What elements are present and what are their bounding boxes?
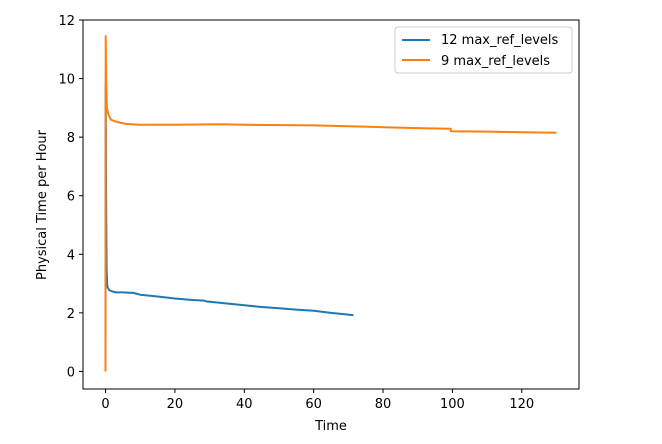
y-tick-label: 10 xyxy=(58,73,75,88)
legend-label-9-max-ref-levels: 9 max_ref_levels xyxy=(441,54,550,69)
x-tick-label: 80 xyxy=(375,397,392,412)
y-tick-label: 8 xyxy=(67,131,75,146)
y-tick-label: 6 xyxy=(67,190,75,205)
x-axis-ticks: 0 20 40 60 80 100 120 xyxy=(101,389,534,412)
series-line-1 xyxy=(104,35,557,372)
x-tick-label: 40 xyxy=(236,397,253,412)
x-tick-label: 20 xyxy=(167,397,184,412)
y-tick-label: 4 xyxy=(67,248,75,263)
legend: 12 max_ref_levels 9 max_ref_levels xyxy=(394,26,573,74)
x-tick-label: 120 xyxy=(509,397,534,412)
series-layer xyxy=(104,35,557,372)
x-tick-label: 100 xyxy=(440,397,465,412)
plot-frame xyxy=(82,19,580,390)
y-axis-ticks: 0 2 4 6 8 10 12 xyxy=(58,14,83,380)
y-tick-label: 0 xyxy=(67,365,75,380)
series-line-0 xyxy=(104,83,354,372)
y-tick-label: 2 xyxy=(67,307,75,322)
legend-box xyxy=(394,26,573,74)
y-tick-label: 12 xyxy=(58,14,75,29)
x-tick-label: 60 xyxy=(305,397,322,412)
x-axis-label: Time xyxy=(314,419,347,434)
legend-label-12-max-ref-levels: 12 max_ref_levels xyxy=(441,33,559,48)
y-axis-label: Physical Time per Hour xyxy=(35,129,50,280)
x-tick-label: 0 xyxy=(101,397,109,412)
